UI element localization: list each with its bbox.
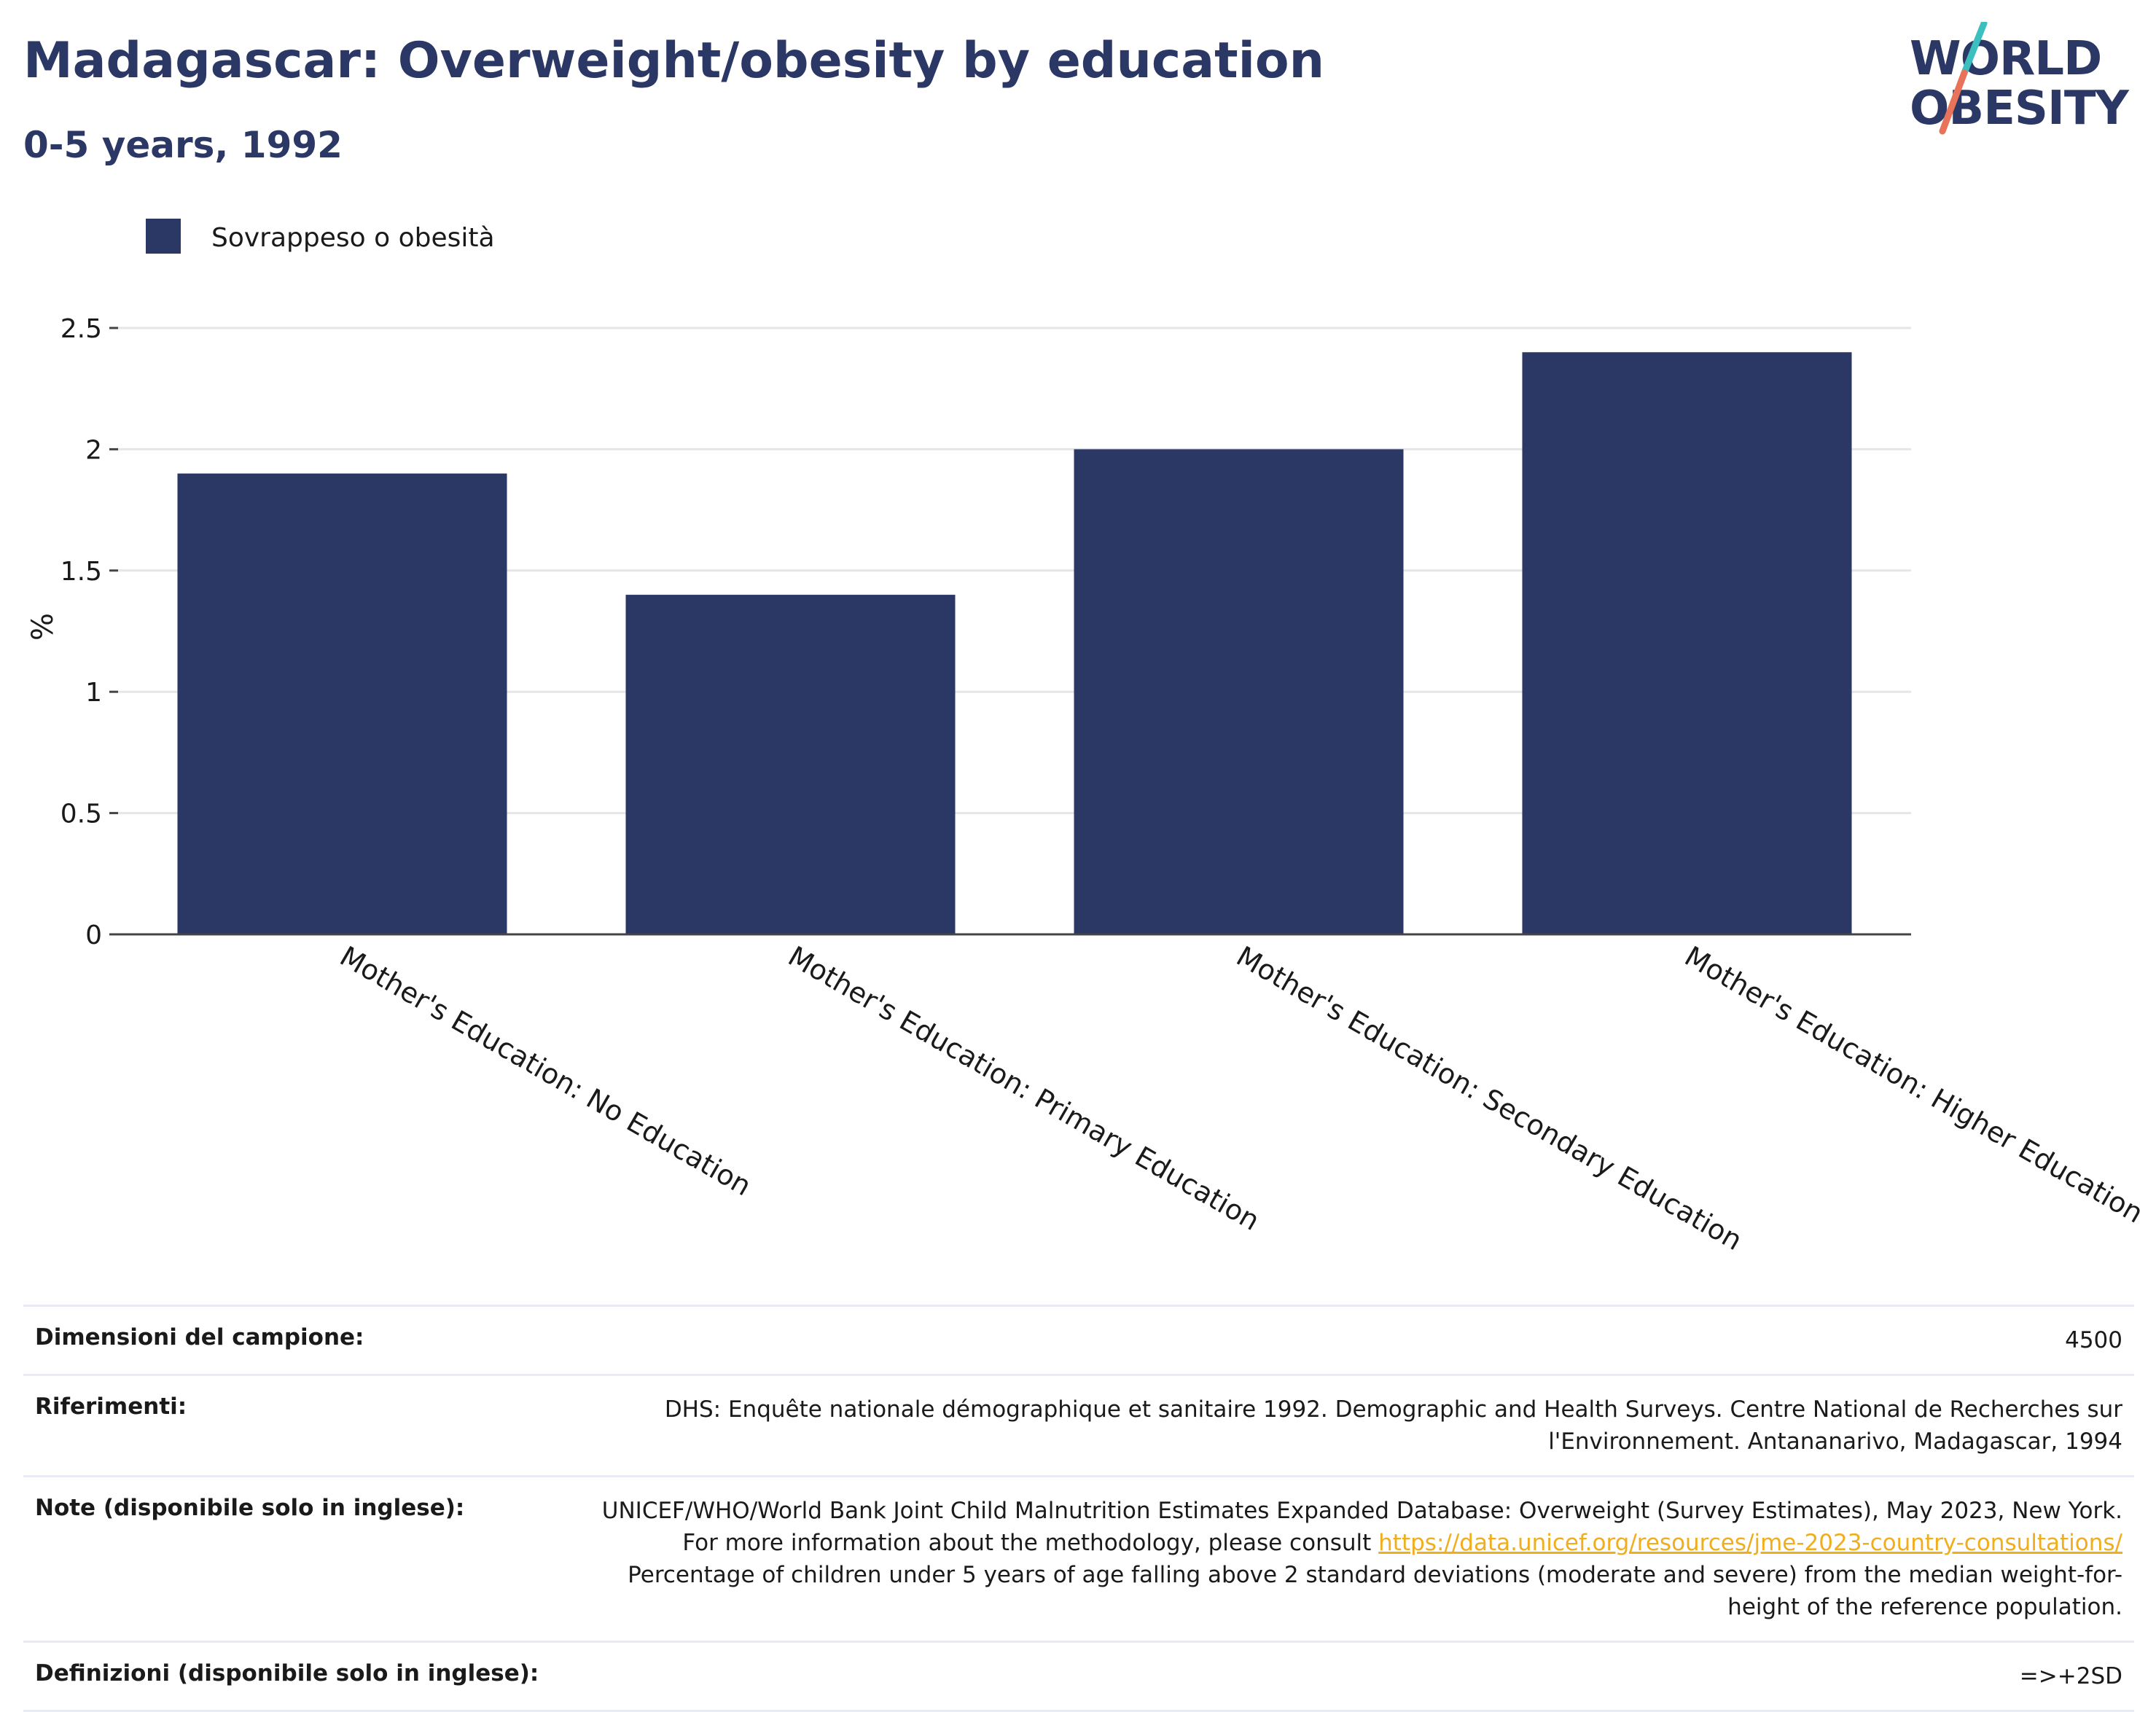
references-value: DHS: Enquête nationale démographique et … (664, 1396, 2122, 1455)
x-tick-label: Mother's Education: Primary Education (783, 940, 1265, 1237)
logo-slash-coral (1939, 69, 1968, 135)
y-tick-label: 0.5 (60, 800, 102, 829)
legend: Sovrappeso o obesità (146, 219, 495, 254)
bar (625, 595, 956, 934)
definitions-row: Definizioni (disponibile solo in inglese… (23, 1641, 2134, 1712)
legend-label: Sovrappeso o obesità (211, 223, 495, 253)
notes-text: UNICEF/WHO/World Bank Joint Child Malnut… (601, 1498, 2122, 1557)
y-tick-label: 2 (85, 435, 102, 465)
bars (177, 352, 1852, 934)
sample-size-row: Dimensioni del campione: 4500 (23, 1305, 2134, 1374)
logo-slash-teal (1961, 22, 1988, 77)
bar (1074, 449, 1404, 934)
notes-text-2: Percentage of children under 5 years of … (628, 1562, 2122, 1621)
chart-title: Madagascar: Overweight/obesity by educat… (23, 32, 1325, 90)
metadata-table: Dimensioni del campione: 4500 Riferiment… (23, 1305, 2134, 1712)
references-row: Riferimenti: DHS: Enquête nationale démo… (23, 1374, 2134, 1475)
y-axis-label: % (26, 613, 60, 641)
y-tick-label: 2.5 (60, 314, 102, 344)
sample-size-label: Dimensioni del campione: (35, 1324, 364, 1351)
definitions-value: =>+2SD (2019, 1663, 2122, 1690)
logo-line-1: WORLD (1910, 32, 2101, 86)
notes-row: Note (disponibile solo in inglese): UNIC… (23, 1475, 2134, 1641)
y-tick-label: 1.5 (60, 557, 102, 587)
bar (1522, 352, 1852, 934)
x-tick-label: Mother's Education: No Education (335, 940, 757, 1203)
references-label: Riferimenti: (35, 1394, 187, 1420)
bar-chart: Sovrappeso o obesità 0 0.5 1 1.5 2 2.5 % Moth… (26, 219, 2149, 1257)
bar (177, 473, 507, 934)
x-axis-ticks: Mother's Education: No Education Mother's… (335, 940, 2149, 1257)
definitions-label: Definizioni (disponibile solo in inglese… (35, 1660, 539, 1687)
y-tick-label: 0 (85, 921, 102, 950)
notes-label: Note (disponibile solo in inglese): (35, 1495, 465, 1522)
notes-value: UNICEF/WHO/World Bank Joint Child Malnut… (560, 1495, 2122, 1623)
x-tick-label: Mother's Education: Secondary Education (1231, 940, 1748, 1257)
sample-size-value: 4500 (2065, 1327, 2122, 1353)
y-axis-ticks: 0 0.5 1 1.5 2 2.5 (60, 314, 118, 950)
notes-link[interactable]: https://data.unicef.org/resources/jme-20… (1378, 1530, 2122, 1557)
world-obesity-logo: WORLD OBESITY (1910, 22, 2130, 136)
chart-subtitle: 0-5 years, 1992 (23, 124, 343, 166)
y-tick-label: 1 (85, 678, 102, 708)
x-tick-label: Mother's Education: Higher Education (1679, 940, 2149, 1230)
legend-swatch (146, 219, 181, 254)
